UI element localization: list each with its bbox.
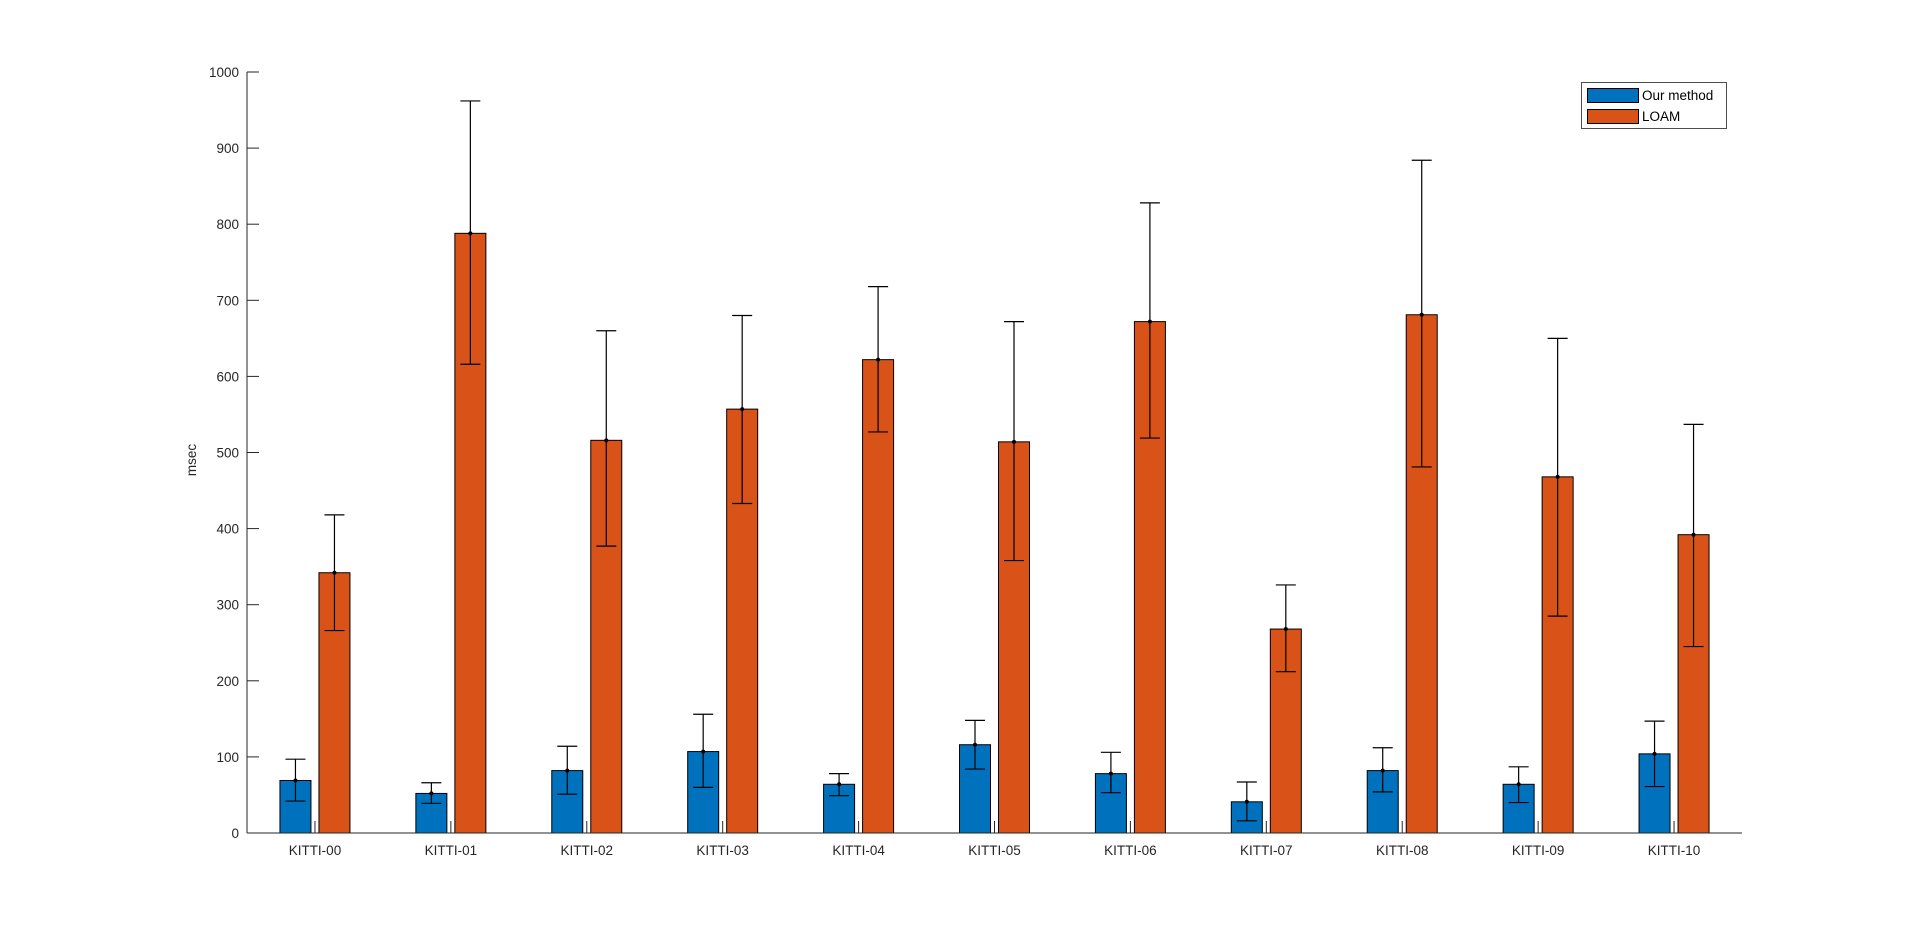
y-tick-label-100: 100 <box>216 750 239 765</box>
legend: Our method LOAM <box>1581 82 1727 129</box>
errorbar-our-method-KITTI-00-marker <box>293 778 298 783</box>
x-tick-label-KITTI-00: KITTI-00 <box>289 843 342 858</box>
legend-label-loam: LOAM <box>1642 108 1681 124</box>
errorbar-loam-KITTI-06-marker <box>1147 319 1152 324</box>
errorbar-our-method-KITTI-09-marker <box>1516 782 1521 787</box>
errorbar-loam-KITTI-03-marker <box>740 407 745 412</box>
errorbar-loam-KITTI-04-marker <box>876 357 881 362</box>
y-tick-label-1000: 1000 <box>209 65 239 80</box>
errorbar-loam-KITTI-01-marker <box>468 231 473 236</box>
x-tick-label-KITTI-08: KITTI-08 <box>1376 843 1429 858</box>
errorbar-loam-KITTI-10-marker <box>1691 532 1696 537</box>
errorbar-loam-KITTI-07-marker <box>1283 627 1288 632</box>
x-tick-label-KITTI-05: KITTI-05 <box>968 843 1021 858</box>
y-axis-title: msec <box>184 444 199 477</box>
errorbar-our-method-KITTI-05-marker <box>973 742 977 747</box>
errorbar-our-method-KITTI-01-marker <box>429 791 434 796</box>
errorbar-loam-KITTI-02-marker <box>604 438 609 443</box>
y-tick-label-500: 500 <box>216 446 239 461</box>
x-tick-label-KITTI-03: KITTI-03 <box>696 843 749 858</box>
errorbar-loam-KITTI-00-marker <box>332 570 337 575</box>
errorbar-our-method-KITTI-08-marker <box>1380 768 1385 773</box>
errorbar-loam-KITTI-05-marker <box>1012 439 1016 444</box>
bar-loam-KITTI-04 <box>862 359 895 834</box>
y-tick-label-300: 300 <box>216 598 239 613</box>
errorbar-our-method-KITTI-02-marker <box>565 768 570 773</box>
errorbar-loam-KITTI-09-marker <box>1555 474 1560 479</box>
errorbar-our-method-KITTI-07-marker <box>1244 799 1249 804</box>
x-tick-label-KITTI-09: KITTI-09 <box>1512 843 1565 858</box>
y-tick-label-400: 400 <box>216 522 239 537</box>
errorbar-our-method-KITTI-06-marker <box>1108 771 1113 776</box>
legend-item-loam: LOAM <box>1582 107 1726 125</box>
x-tick-label-KITTI-07: KITTI-07 <box>1240 843 1293 858</box>
y-tick-label-0: 0 <box>231 826 239 841</box>
y-tick-label-600: 600 <box>216 369 239 384</box>
x-tick-label-KITTI-01: KITTI-01 <box>425 843 478 858</box>
errorbar-loam-KITTI-08-marker <box>1419 312 1424 317</box>
x-tick-label-KITTI-02: KITTI-02 <box>561 843 614 858</box>
legend-label-our-method: Our method <box>1642 87 1714 103</box>
x-tick-label-KITTI-06: KITTI-06 <box>1104 843 1157 858</box>
y-tick-label-900: 900 <box>216 141 239 156</box>
errorbar-our-method-KITTI-10-marker <box>1652 751 1657 756</box>
y-tick-label-700: 700 <box>216 293 239 308</box>
x-tick-label-KITTI-10: KITTI-10 <box>1648 843 1701 858</box>
y-tick-label-200: 200 <box>216 674 239 689</box>
errorbar-our-method-KITTI-03-marker <box>701 749 706 754</box>
legend-item-our-method: Our method <box>1582 86 1726 104</box>
y-tick-label-800: 800 <box>216 217 239 232</box>
legend-swatch-loam <box>1587 108 1639 124</box>
errorbar-our-method-KITTI-04-marker <box>837 782 842 787</box>
legend-swatch-our-method <box>1587 87 1639 103</box>
x-tick-label-KITTI-04: KITTI-04 <box>832 843 885 858</box>
